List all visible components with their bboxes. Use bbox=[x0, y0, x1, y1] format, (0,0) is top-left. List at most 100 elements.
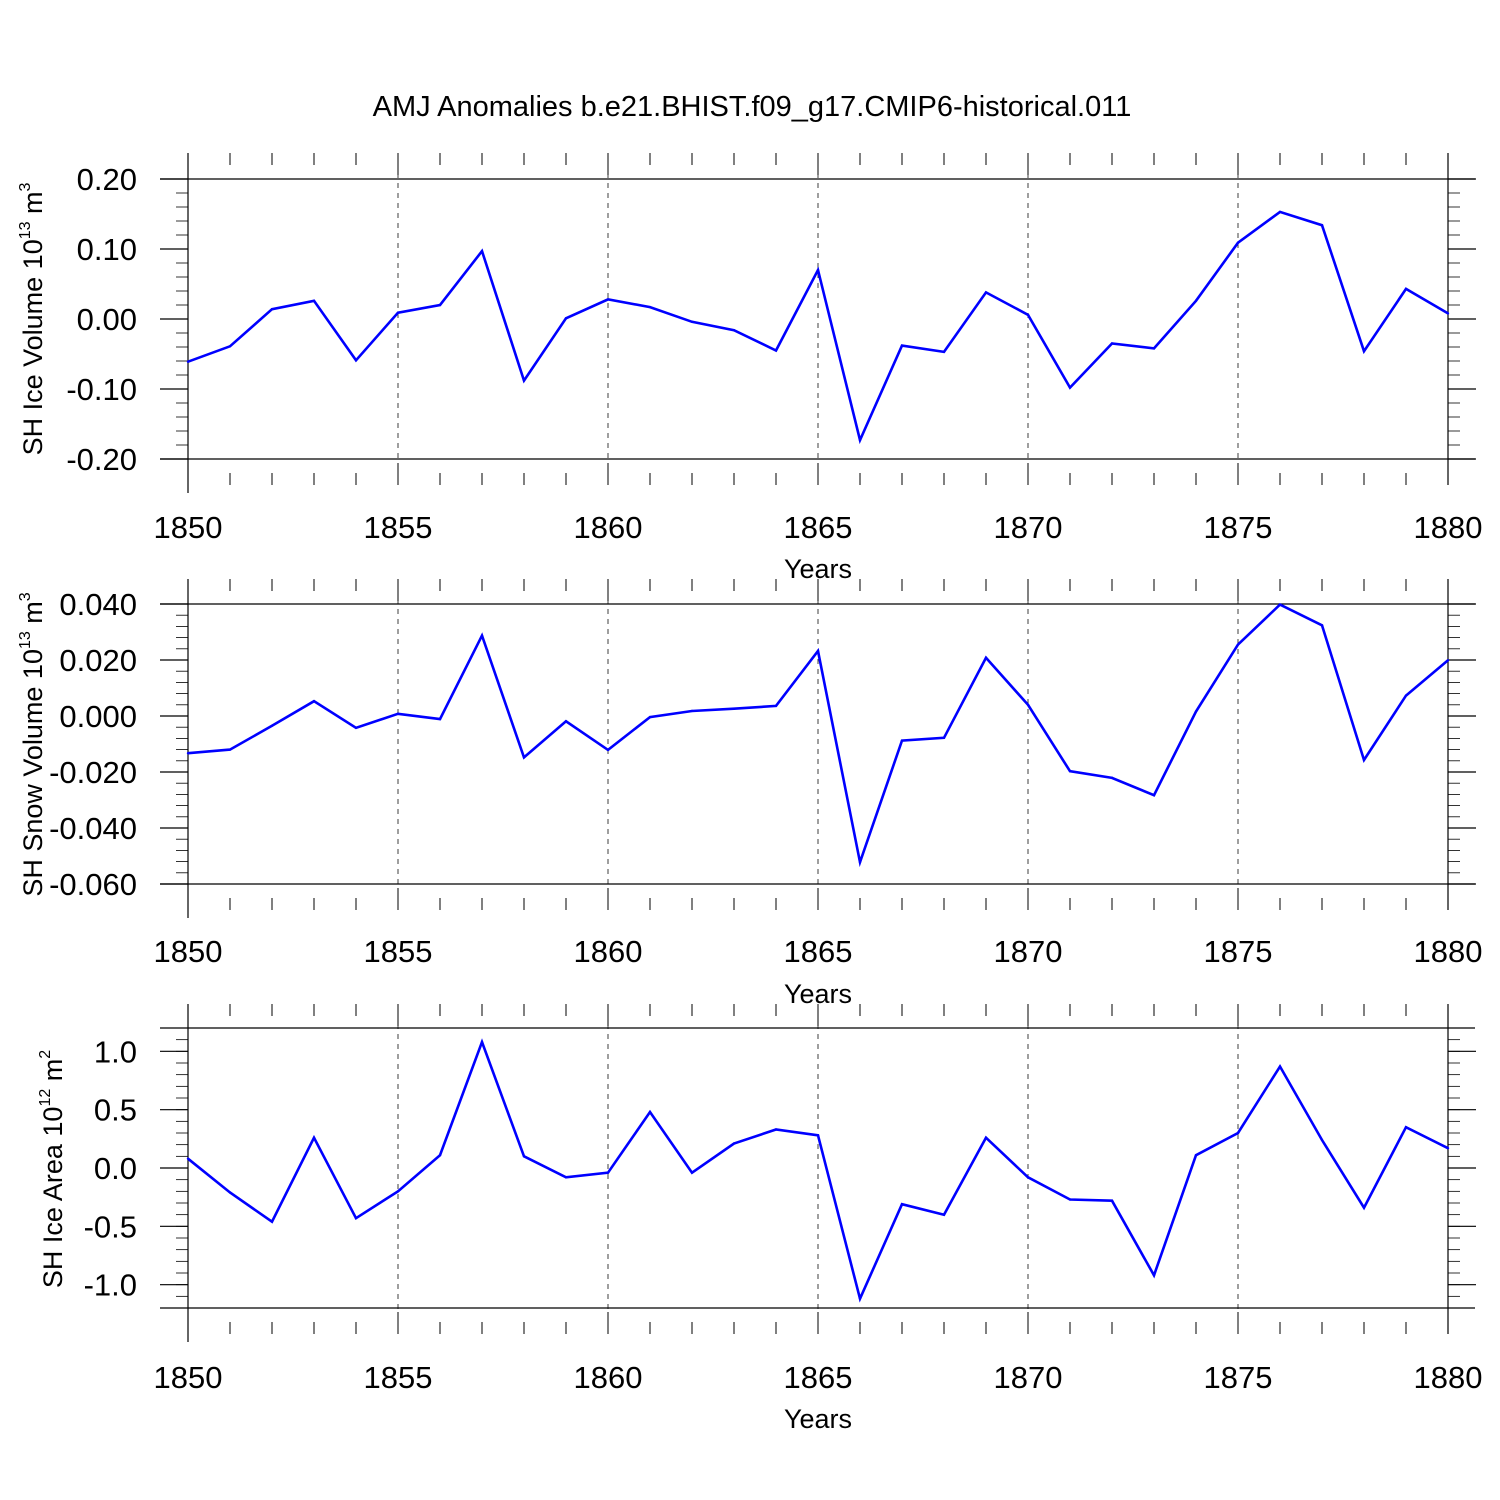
data-point bbox=[942, 1213, 946, 1216]
series-line bbox=[187, 1038, 1449, 1303]
chart-title: AMJ Anomalies b.e21.BHIST.f09_g17.CMIP6-… bbox=[373, 91, 1132, 123]
x-tick-label: 1875 bbox=[1204, 1360, 1273, 1395]
data-point bbox=[1026, 313, 1030, 316]
data-point bbox=[438, 717, 442, 721]
panel-3: 1.0 0.5 0.0 -0.5 -1.0 1850 1855 1860 1865 1870 187… bbox=[37, 1004, 1482, 1434]
data-point bbox=[606, 748, 610, 752]
data-point bbox=[1404, 1125, 1408, 1129]
data-point bbox=[690, 1171, 694, 1174]
data-point bbox=[900, 739, 904, 742]
data-point bbox=[1194, 1153, 1198, 1157]
x-tick-label: 1860 bbox=[574, 934, 643, 969]
x-tick-label: 1860 bbox=[574, 1360, 643, 1395]
data-point bbox=[270, 724, 274, 727]
data-point bbox=[522, 756, 526, 759]
data-point bbox=[312, 1136, 316, 1139]
data-point bbox=[774, 349, 778, 352]
data-point bbox=[396, 311, 400, 314]
data-point bbox=[438, 303, 442, 307]
data-point bbox=[942, 736, 946, 740]
data-point bbox=[1152, 794, 1156, 797]
data-point bbox=[564, 317, 568, 320]
data-point bbox=[858, 438, 862, 442]
data-point bbox=[732, 1142, 736, 1145]
data-point bbox=[1236, 241, 1240, 244]
data-point bbox=[1320, 624, 1324, 627]
data-point bbox=[1110, 776, 1114, 780]
data-point bbox=[1110, 342, 1114, 345]
data-point bbox=[1446, 659, 1450, 662]
data-point bbox=[1362, 1206, 1366, 1209]
y-axis-label: SH Ice Volume 1013 m3 bbox=[17, 182, 48, 455]
data-point bbox=[1068, 386, 1072, 389]
x-tick-label: 1855 bbox=[364, 510, 433, 545]
data-point bbox=[984, 291, 988, 294]
data-point bbox=[396, 712, 400, 715]
x-tick-label: 1875 bbox=[1204, 510, 1273, 545]
y-tick-label: 0.00 bbox=[77, 302, 137, 337]
x-axis-label: Years bbox=[784, 1404, 852, 1434]
y-axis-label: SH Ice Area 1012 m2 bbox=[37, 1050, 68, 1288]
data-point bbox=[354, 1216, 358, 1220]
data-point bbox=[648, 1110, 652, 1114]
data-point bbox=[942, 350, 946, 354]
x-tick-label: 1880 bbox=[1414, 510, 1483, 545]
data-point bbox=[1194, 299, 1198, 302]
data-point bbox=[564, 1176, 568, 1179]
data-point bbox=[1362, 758, 1366, 762]
data-point bbox=[228, 345, 232, 348]
x-tick-label: 1880 bbox=[1414, 934, 1483, 969]
data-point bbox=[312, 699, 316, 703]
x-tick-label: 1855 bbox=[364, 1360, 433, 1395]
data-point bbox=[1320, 224, 1324, 227]
y-tick-label: 0.10 bbox=[77, 232, 137, 267]
data-point bbox=[522, 1155, 526, 1158]
y-tick-label: -1.0 bbox=[84, 1268, 137, 1303]
data-point bbox=[1152, 347, 1156, 350]
data-point bbox=[1446, 1146, 1450, 1150]
x-tick-label: 1850 bbox=[154, 510, 223, 545]
data-point bbox=[228, 748, 232, 751]
data-point bbox=[1362, 350, 1366, 353]
data-point bbox=[1320, 1138, 1324, 1142]
data-point bbox=[690, 320, 694, 323]
y-tick-label: -0.060 bbox=[49, 867, 137, 902]
data-point bbox=[228, 1191, 232, 1194]
data-point bbox=[1110, 1199, 1114, 1202]
data-point bbox=[774, 1128, 778, 1131]
data-point bbox=[1278, 1065, 1282, 1068]
y-tick-label: 0.040 bbox=[59, 587, 137, 622]
data-point bbox=[1194, 710, 1198, 713]
data-point bbox=[564, 720, 568, 723]
data-point bbox=[186, 360, 190, 363]
data-point bbox=[1026, 1176, 1030, 1179]
x-tick-label: 1880 bbox=[1414, 1360, 1483, 1395]
data-point bbox=[270, 308, 274, 311]
y-tick-label: -0.20 bbox=[66, 442, 137, 477]
x-tick-label: 1865 bbox=[784, 1360, 853, 1395]
data-point bbox=[858, 1297, 862, 1300]
x-tick-label: 1865 bbox=[784, 510, 853, 545]
data-point bbox=[270, 1220, 274, 1223]
data-point bbox=[186, 752, 190, 755]
data-point bbox=[1236, 1131, 1240, 1135]
data-point bbox=[480, 1040, 484, 1044]
x-tick-label: 1870 bbox=[994, 1360, 1063, 1395]
y-tick-label: 0.000 bbox=[59, 699, 137, 734]
data-point bbox=[984, 656, 988, 659]
data-point bbox=[606, 1171, 610, 1174]
data-point bbox=[312, 299, 316, 302]
y-axis-label: SH Snow Volume 1013 m3 bbox=[17, 592, 48, 896]
x-tick-label: 1865 bbox=[784, 934, 853, 969]
x-tick-label: 1855 bbox=[364, 934, 433, 969]
data-point bbox=[354, 726, 358, 729]
y-tick-label: 0.20 bbox=[77, 162, 137, 197]
panel-1: 0.20 0.10 0.00 -0.10 -0.20 1850 1855 1860 1865 18… bbox=[17, 153, 1482, 584]
x-tick-label: 1870 bbox=[994, 934, 1063, 969]
data-point bbox=[858, 860, 862, 864]
data-point bbox=[732, 707, 736, 710]
y-tick-label: 0.0 bbox=[94, 1151, 137, 1186]
data-point bbox=[1278, 603, 1282, 606]
data-point bbox=[1446, 312, 1450, 315]
